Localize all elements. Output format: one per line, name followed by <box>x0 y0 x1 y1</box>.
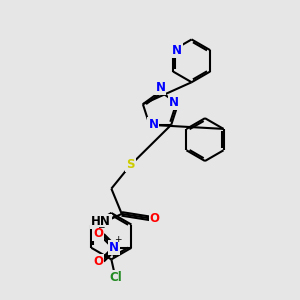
Text: Cl: Cl <box>110 271 122 284</box>
Text: N: N <box>155 81 165 94</box>
Text: N: N <box>172 44 182 57</box>
Text: O: O <box>93 227 103 240</box>
Text: S: S <box>126 158 135 171</box>
Text: HN: HN <box>91 215 111 228</box>
Text: O: O <box>93 255 103 268</box>
Text: O: O <box>149 212 160 225</box>
Text: N: N <box>109 241 118 254</box>
Text: N: N <box>169 96 179 109</box>
Text: −: − <box>98 223 105 232</box>
Text: +: + <box>114 235 121 244</box>
Text: N: N <box>148 118 158 131</box>
